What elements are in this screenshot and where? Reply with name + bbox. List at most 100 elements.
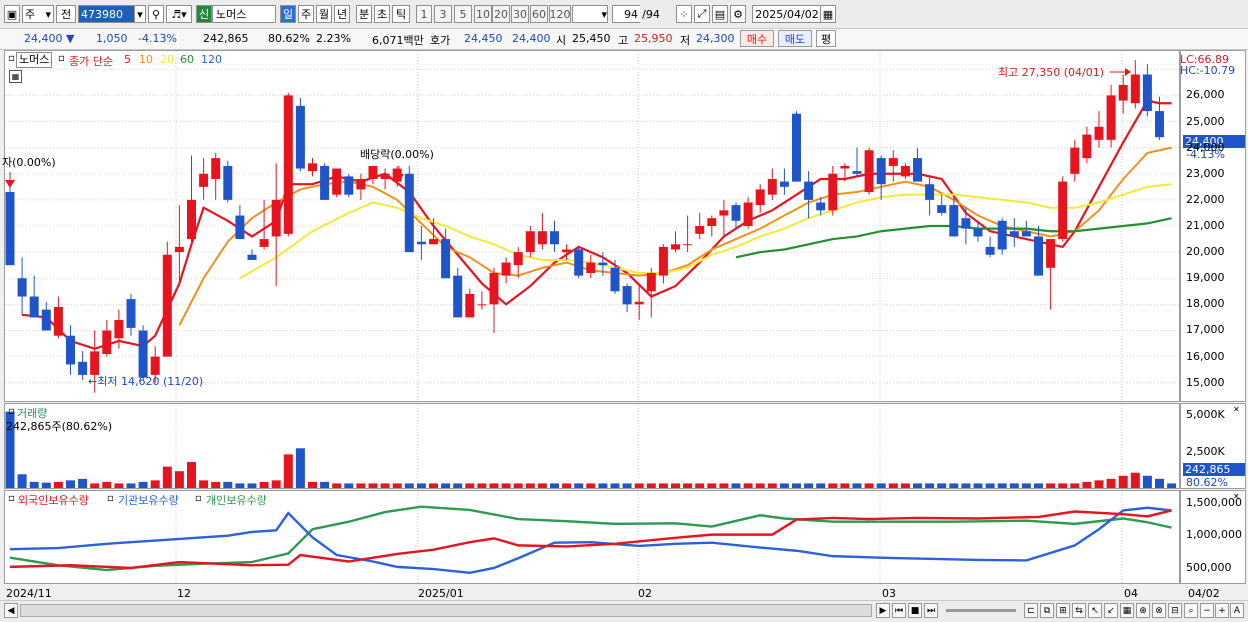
tool-icon-5[interactable]: ↖	[1088, 603, 1102, 618]
legend-box-icon: ▫	[58, 53, 65, 64]
volume-ratio: 80.62%	[268, 32, 310, 45]
tab-day[interactable]: 일	[280, 5, 296, 23]
tool-icon-3[interactable]: ⊞	[1056, 603, 1070, 618]
tool-icon-1[interactable]: ⊏	[1024, 603, 1038, 618]
tool-icon-10[interactable]: ⊟	[1168, 603, 1182, 618]
volume-pane[interactable]	[4, 403, 1180, 489]
holdings-axis	[1180, 490, 1246, 584]
ask-price: 24,450	[464, 32, 503, 45]
hold-y-label-1: 1,000,000	[1186, 528, 1242, 541]
zoom-slider[interactable]	[946, 609, 1016, 612]
interval-60[interactable]: 60	[530, 5, 548, 23]
scroll-left-icon[interactable]: ◀	[4, 603, 18, 618]
hold-y-label-2: 500,000	[1186, 561, 1232, 574]
price-y-label: 22,000	[1186, 192, 1225, 206]
price-y-label: 15,000	[1186, 375, 1225, 389]
price-y-label: 18,000	[1186, 297, 1225, 311]
interval-120[interactable]: 120	[549, 5, 571, 23]
current-price: 24,400	[24, 32, 63, 45]
font-size-icon[interactable]: A	[1230, 603, 1244, 618]
avg-button[interactable]: 평	[816, 30, 836, 47]
trade-amount: 6,071백만	[372, 34, 424, 47]
code-dropdown-icon[interactable]: ▾	[134, 5, 146, 23]
x-label-apr: 04	[1124, 587, 1138, 600]
x-label-dec: 12	[177, 587, 191, 600]
gear-icon[interactable]: ⚙	[730, 5, 746, 23]
chevron-down-icon: ▾	[45, 7, 51, 21]
interval-3[interactable]: 3	[434, 5, 452, 23]
period-label: 주	[25, 8, 36, 21]
hc-label: HC:-10.79	[1180, 64, 1236, 77]
zoom-in-icon[interactable]: +	[1215, 603, 1229, 618]
tool-icon-4[interactable]: ⇆	[1072, 603, 1086, 618]
interval-1[interactable]: 1	[416, 5, 432, 23]
code-input[interactable]: 473980	[78, 5, 136, 23]
tool-icon-9[interactable]: ⊗	[1152, 603, 1166, 618]
table-icon[interactable]: ▦	[9, 70, 22, 83]
price-y-label: 23,000	[1186, 166, 1225, 180]
open-label: 시	[556, 34, 567, 47]
fast-forward-icon[interactable]: ⏭	[924, 603, 938, 618]
period-select[interactable]: 주 ▾	[22, 5, 54, 23]
price-pane[interactable]	[4, 50, 1180, 402]
search-zoom-icon[interactable]: ⌕	[1184, 603, 1198, 618]
close-icon[interactable]: ✕	[1233, 405, 1240, 414]
interval-20[interactable]: 20	[492, 5, 510, 23]
high-label: 고	[618, 34, 629, 47]
tool-icon-6[interactable]: ↙	[1104, 603, 1118, 618]
tab-tick[interactable]: 틱	[392, 5, 410, 23]
pane-box-icon[interactable]: ▫	[8, 53, 15, 64]
price-y-label: 16,000	[1186, 349, 1225, 363]
hold-box-icon: ▫	[8, 493, 15, 504]
close-icon[interactable]: ✕	[1233, 492, 1240, 501]
count-input[interactable]: 94	[612, 5, 640, 23]
prev-button[interactable]: 전	[56, 5, 76, 23]
price-axis	[1180, 50, 1246, 402]
stock-title: 노머스	[16, 52, 53, 68]
interval-10[interactable]: 10	[474, 5, 492, 23]
volume-value: 242,865	[203, 32, 249, 45]
price-y-label: 19,000	[1186, 271, 1225, 285]
calendar-icon[interactable]: ▦	[820, 5, 836, 23]
sell-button[interactable]: 매도	[778, 30, 812, 47]
holdings-pane[interactable]	[4, 490, 1180, 584]
x-label-end: 04/02	[1188, 587, 1220, 600]
tab-month[interactable]: 월	[316, 5, 332, 23]
price-y-label: 25,000	[1186, 114, 1225, 128]
grid-icon[interactable]: ⁘	[676, 5, 692, 23]
volume-pct-tag: 80.62%	[1186, 476, 1228, 489]
volume-title: 거래량	[17, 407, 48, 420]
window-icon[interactable]: ▣	[4, 5, 20, 23]
stop-icon[interactable]: ■	[908, 603, 922, 618]
tab-second[interactable]: 초	[374, 5, 390, 23]
rewind-icon[interactable]: ⏮	[892, 603, 906, 618]
legend-ma5: 5	[124, 53, 131, 66]
scroll-right-icon[interactable]: ▶	[876, 603, 890, 618]
low-annotation: ←최저 14,620 (11/20)	[88, 375, 204, 388]
tab-minute[interactable]: 분	[356, 5, 372, 23]
legend-main: 종가 단순	[69, 55, 113, 68]
hold-box-icon: ▫	[107, 493, 114, 504]
interval-5[interactable]: 5	[454, 5, 472, 23]
buy-button[interactable]: 매수	[740, 30, 774, 47]
tool-icon-8[interactable]: ⊕	[1136, 603, 1150, 618]
price-tag: 24,400	[1183, 135, 1245, 148]
price-y-label: 26,000	[1186, 88, 1225, 102]
x-label-mar: 03	[882, 587, 896, 600]
tool-icon-7[interactable]: ▦	[1120, 603, 1134, 618]
tab-week[interactable]: 주	[298, 5, 314, 23]
legend-ma20: 20	[160, 53, 174, 66]
horizontal-scrollbar[interactable]	[20, 604, 872, 617]
price-change-pct: -4.13%	[138, 32, 177, 45]
save-icon[interactable]: ▤	[712, 5, 728, 23]
interval-30[interactable]: 30	[511, 5, 529, 23]
interval-dropdown[interactable]: ▾	[572, 5, 608, 23]
speaker-icon[interactable]: ♬▾	[166, 5, 192, 23]
stock-name-field[interactable]: 노머스	[212, 5, 276, 23]
tool-icon-2[interactable]: ⧉	[1040, 603, 1054, 618]
zoom-out-icon[interactable]: −	[1200, 603, 1214, 618]
draw-tool-icon[interactable]: ⤢	[694, 5, 710, 23]
search-icon[interactable]: ⚲	[148, 5, 164, 23]
tab-year[interactable]: 년	[334, 5, 350, 23]
date-input[interactable]: 2025/04/02	[752, 5, 822, 23]
